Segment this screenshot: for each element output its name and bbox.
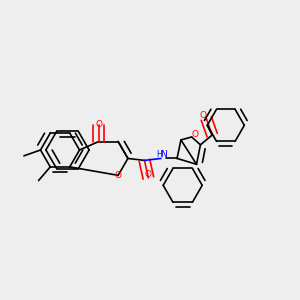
Text: O: O bbox=[95, 121, 102, 130]
Text: O: O bbox=[200, 111, 207, 120]
Text: N: N bbox=[160, 150, 167, 159]
Text: H: H bbox=[157, 150, 162, 159]
Text: O: O bbox=[115, 171, 122, 180]
Text: O: O bbox=[191, 130, 198, 139]
Text: O: O bbox=[145, 170, 152, 179]
